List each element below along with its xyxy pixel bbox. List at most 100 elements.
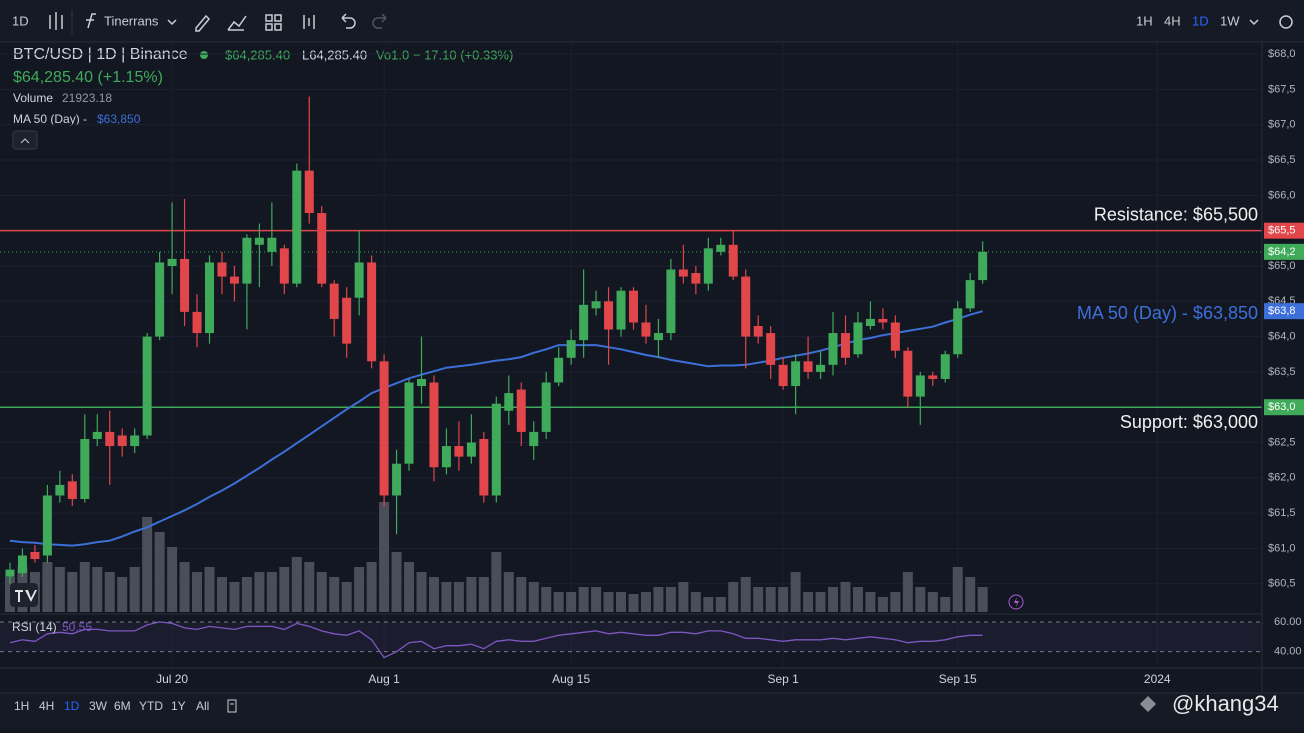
candle-body bbox=[791, 361, 801, 387]
settings-icon[interactable] bbox=[1279, 15, 1293, 29]
volume-bar bbox=[241, 577, 252, 612]
volume-bar bbox=[591, 587, 602, 612]
volume-bar bbox=[478, 577, 489, 612]
range-button[interactable]: 1H bbox=[14, 699, 29, 713]
candle-body bbox=[566, 340, 576, 358]
level-annotation: Support: $63,000 bbox=[1120, 412, 1258, 432]
range-button[interactable]: 1Y bbox=[171, 699, 186, 713]
candle-body bbox=[479, 438, 489, 496]
volume-bar bbox=[865, 592, 876, 612]
volume-bar bbox=[753, 587, 764, 612]
interval-button[interactable]: 1D bbox=[12, 13, 29, 28]
y-tick-label: 60.00 bbox=[1274, 616, 1302, 628]
volume-bar bbox=[703, 597, 714, 612]
volume-bar bbox=[915, 587, 926, 612]
candle-body bbox=[192, 311, 202, 334]
volume-bar bbox=[92, 567, 103, 612]
volume-bar bbox=[566, 592, 577, 612]
volume-bar bbox=[628, 594, 639, 612]
indicator-icon[interactable] bbox=[227, 15, 247, 31]
candle-body bbox=[554, 357, 564, 383]
price-badge-label: $63,0 bbox=[1268, 401, 1296, 413]
range-button[interactable]: 3W bbox=[89, 699, 108, 713]
volume-bar bbox=[815, 592, 826, 612]
y-tick-label: $61,5 bbox=[1268, 507, 1296, 519]
alert-icon[interactable] bbox=[1008, 594, 1024, 610]
candle-body bbox=[229, 276, 239, 284]
volume-bar bbox=[977, 587, 988, 612]
candle-body bbox=[167, 258, 177, 266]
timeframe-button[interactable]: 1D bbox=[1192, 13, 1209, 28]
y-tick-label: $64,0 bbox=[1268, 330, 1296, 342]
range-button[interactable]: 4H bbox=[39, 699, 54, 713]
volume-bar bbox=[316, 572, 327, 612]
volume-bar bbox=[79, 562, 90, 612]
redo-icon[interactable] bbox=[372, 13, 387, 29]
candle-body bbox=[616, 290, 626, 330]
candle-body bbox=[940, 354, 950, 379]
x-tick-label: Aug 1 bbox=[368, 672, 400, 686]
timeframe-button[interactable]: 1W bbox=[1220, 13, 1240, 28]
price-badge bbox=[1264, 222, 1304, 239]
range-button[interactable]: 6M bbox=[114, 699, 131, 713]
fx-icon[interactable] bbox=[86, 13, 96, 29]
date-range-icon[interactable] bbox=[227, 699, 237, 713]
volume-bar bbox=[541, 587, 552, 612]
volume-bar bbox=[740, 577, 751, 612]
market-status-dot bbox=[200, 51, 208, 59]
volume-bar bbox=[354, 567, 365, 612]
dropdown-icon[interactable] bbox=[167, 19, 177, 26]
volume-bar bbox=[341, 582, 352, 612]
candle-body bbox=[865, 318, 875, 326]
alert-bolt bbox=[1014, 597, 1019, 607]
range-button[interactable]: YTD bbox=[139, 699, 163, 713]
candle-body bbox=[529, 431, 539, 447]
volume-bar bbox=[491, 552, 502, 612]
indicators-button[interactable]: Tinerrans bbox=[104, 13, 159, 28]
volume-bar bbox=[266, 572, 277, 612]
timeframe-button[interactable]: 4H bbox=[1164, 13, 1181, 28]
undo-icon[interactable] bbox=[341, 13, 356, 29]
candle-body bbox=[180, 258, 190, 312]
range-button[interactable]: All bbox=[196, 699, 209, 713]
volume-bar bbox=[216, 577, 227, 612]
collapse-button[interactable] bbox=[12, 130, 38, 150]
candle-body bbox=[678, 269, 688, 277]
rsi-label: RSI (14) bbox=[12, 620, 57, 634]
candle-body bbox=[890, 322, 900, 351]
candle-body bbox=[416, 378, 426, 387]
range-button[interactable]: 1D bbox=[64, 699, 80, 713]
timeframe-button[interactable]: 1H bbox=[1136, 13, 1153, 28]
replay-icon[interactable] bbox=[303, 15, 315, 29]
candle-body bbox=[367, 262, 377, 362]
volume-bar bbox=[553, 592, 564, 612]
candle-body bbox=[915, 375, 925, 397]
candle-body bbox=[217, 262, 227, 277]
volume-bar bbox=[366, 562, 377, 612]
plot-area: $60,5 $61,0 $61,5 $62,0 $62,5 $63,0 $63,5 $64,0… bbox=[0, 42, 1304, 686]
candle-body bbox=[142, 336, 152, 436]
x-tick-label: Sep 15 bbox=[939, 672, 977, 686]
candle-body bbox=[903, 350, 913, 397]
low-text: L64,285.40 bbox=[302, 47, 367, 62]
candle-body bbox=[92, 431, 102, 439]
candle-body bbox=[703, 248, 713, 284]
volume-bar bbox=[902, 572, 913, 612]
volume-bar bbox=[653, 587, 664, 612]
candle-body bbox=[117, 435, 127, 447]
y-tick-label: $61,0 bbox=[1268, 542, 1296, 554]
volume-bar bbox=[391, 552, 402, 612]
y-tick-label: $65,0 bbox=[1268, 260, 1296, 272]
volume-bar bbox=[104, 572, 115, 612]
y-tick-label: $67,0 bbox=[1268, 119, 1296, 131]
dropdown-icon[interactable] bbox=[1249, 19, 1259, 26]
draw-icon[interactable] bbox=[195, 14, 211, 32]
volume-bar bbox=[715, 597, 726, 612]
candle-body bbox=[254, 237, 264, 245]
volume-bar bbox=[179, 562, 190, 612]
candles-icon[interactable] bbox=[49, 12, 63, 30]
volume-bar bbox=[840, 582, 851, 612]
layout-icon[interactable] bbox=[265, 14, 282, 31]
candle-body bbox=[516, 389, 526, 432]
candle-body bbox=[853, 322, 863, 355]
